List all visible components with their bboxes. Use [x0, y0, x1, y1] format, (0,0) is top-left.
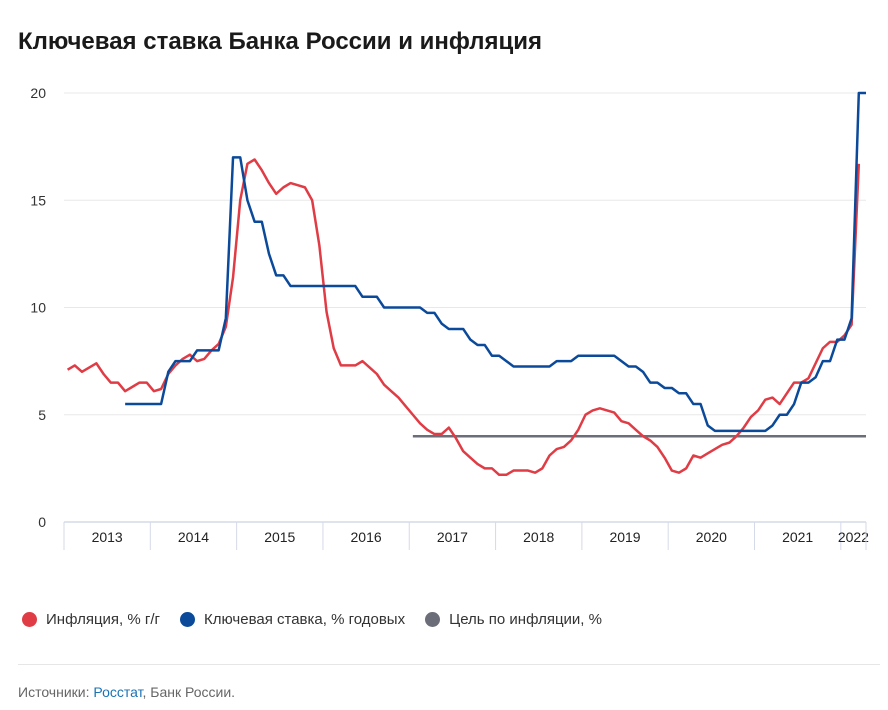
y-tick-label: 15: [30, 192, 46, 208]
y-tick-label: 20: [30, 85, 46, 101]
line-chart: 0 5 10 15 20 2013 2014 2015 2016 2017 2018 2019 2020…: [30, 85, 869, 550]
x-tick-label: 2018: [523, 529, 554, 545]
y-tick-label: 10: [30, 300, 46, 316]
series-line-1: [125, 91, 866, 433]
x-tick-label: 2014: [178, 529, 209, 545]
rosstat-link[interactable]: Росстат: [93, 684, 143, 700]
sources-prefix: Источники:: [18, 684, 94, 700]
chart-title: Ключевая ставка Банка России и инфляция: [18, 28, 543, 55]
legend-marker-icon: [180, 612, 195, 627]
y-tick-label: 5: [38, 407, 46, 423]
x-tick-label: 2022: [838, 529, 869, 545]
legend-label: Инфляция, % г/г: [46, 611, 160, 628]
sources-suffix: , Банк России.: [142, 684, 236, 700]
divider: [18, 664, 880, 665]
y-tick-label: 0: [38, 514, 46, 530]
x-tick-label: 2020: [696, 529, 727, 545]
legend-item-target[interactable]: Цель по инфляции, %: [425, 611, 602, 628]
legend-marker-icon: [425, 612, 441, 627]
x-tick-label: 2015: [264, 529, 295, 545]
legend-item-key-rate[interactable]: Ключевая ставка, % годовых: [180, 611, 405, 628]
legend-item-inflation[interactable]: Инфляция, % г/г: [22, 611, 160, 628]
legend-marker-icon: [22, 612, 37, 627]
sources: Источники: Росстат, Банк России.: [18, 684, 235, 700]
x-tick-label: 2021: [782, 529, 813, 545]
x-tick-label: 2013: [92, 529, 123, 545]
series-line-0: [66, 158, 861, 477]
legend-label: Цель по инфляции, %: [449, 611, 602, 628]
x-tick-label: 2019: [609, 529, 640, 545]
x-tick-label: 2017: [437, 529, 468, 545]
x-tick-label: 2016: [351, 529, 382, 545]
legend: Инфляция, % г/г Ключевая ставка, % годов…: [22, 611, 602, 628]
legend-label: Ключевая ставка, % годовых: [204, 611, 406, 628]
